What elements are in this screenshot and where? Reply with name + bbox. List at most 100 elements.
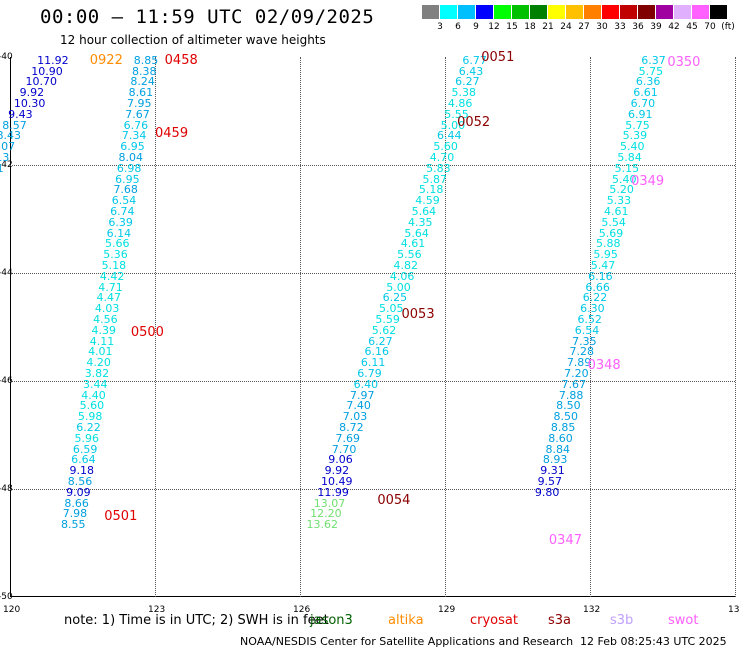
color-swatch <box>602 5 619 19</box>
gridline-lon <box>155 57 156 597</box>
color-scale-label: 18 <box>524 22 536 32</box>
color-scale-unit: (ft) <box>721 22 735 32</box>
wave-height-value: 7.61 <box>0 161 4 175</box>
wave-height-value: 10.30 <box>13 96 46 110</box>
color-swatch <box>530 5 547 19</box>
wave-height-value: 8.93 <box>542 453 568 467</box>
legend-item: swot <box>668 613 699 628</box>
wave-height-value: 6.11 <box>360 356 386 370</box>
wave-height-value: 5.36 <box>103 248 128 262</box>
wave-height-value: 8.72 <box>339 420 364 434</box>
wave-height-value: 6.91 <box>627 107 653 121</box>
wave-height-value: 5.64 <box>404 226 429 240</box>
color-swatch <box>584 5 601 19</box>
wave-height-value: 7.69 <box>335 431 361 445</box>
wave-height-value: 10.49 <box>321 474 353 488</box>
color-swatch <box>440 5 457 19</box>
wave-height-value: 7.67 <box>561 377 587 391</box>
color-scale-label: 21 <box>542 22 554 32</box>
wave-height-value: 4.11 <box>89 334 115 348</box>
wave-height-value: 6.27 <box>455 75 480 89</box>
wave-height-value: 5.15 <box>614 161 640 175</box>
wave-height-value: 6.95 <box>115 172 140 186</box>
color-swatch <box>566 5 583 19</box>
wave-height-value: 6.30 <box>580 302 605 316</box>
wave-height-value: 4.06 <box>389 269 415 283</box>
wave-height-value: 6.64 <box>71 453 96 467</box>
wave-height-value: 5.33 <box>606 194 632 208</box>
lat-tick-label: -46 <box>0 376 13 386</box>
footer-note: note: 1) Time is in UTC; 2) SWH is in fe… <box>64 613 329 628</box>
wave-height-value: 6.79 <box>357 366 382 380</box>
wave-height-value: 9.43 <box>8 107 33 121</box>
wave-height-value: 7.20 <box>564 366 589 380</box>
color-swatch <box>620 5 637 19</box>
wave-height-value: 5.00 <box>386 280 411 294</box>
wave-height-value: 6.61 <box>633 86 658 100</box>
wave-height-value: 5.96 <box>74 431 100 445</box>
wave-height-value: 5.87 <box>422 172 448 186</box>
pass-time-label: 0922 <box>89 52 123 68</box>
color-scale-label: 33 <box>614 22 626 32</box>
wave-height-value: 5.40 <box>612 172 637 186</box>
wave-height-value: 11.99 <box>317 485 349 499</box>
wave-height-value: 3.44 <box>83 377 108 391</box>
wave-height-value: 4.42 <box>99 269 125 283</box>
wave-height-value: 9.92 <box>324 464 350 478</box>
wave-height-value: 5.60 <box>79 399 105 413</box>
wave-height-value: 4.86 <box>447 96 473 110</box>
wave-height-value: 5.00 <box>440 118 466 132</box>
gridline-lat <box>10 165 735 166</box>
wave-height-value: 8.04 <box>118 150 144 164</box>
wave-height-value: 5.18 <box>418 183 444 197</box>
lat-tick-label: -40 <box>0 52 13 62</box>
wave-height-value: 5.59 <box>375 312 400 326</box>
wave-height-value: 5.20 <box>609 183 634 197</box>
wave-height-value: 5.47 <box>590 258 616 272</box>
wave-height-value: 8.24 <box>130 75 155 89</box>
legend-item: cryosat <box>470 613 518 628</box>
map-subtitle: 12 hour collection of altimeter wave hei… <box>60 33 326 47</box>
wave-height-value: 8.13 <box>0 150 10 164</box>
gridline-lon <box>300 57 301 597</box>
wave-height-value: 5.05 <box>379 302 404 316</box>
pass-time-label: 0349 <box>631 174 665 190</box>
wave-height-value: 5.54 <box>601 215 626 229</box>
wave-height-value: 9.80 <box>534 485 560 499</box>
wave-height-value: 8.50 <box>556 399 581 413</box>
wave-height-value: 6.74 <box>110 204 135 218</box>
wave-height-value: 13.07 <box>313 496 346 510</box>
timestamp-text: 12 Feb 08:25:43 UTC 2025 <box>580 635 727 648</box>
wave-height-value: 9.92 <box>19 86 45 100</box>
wave-height-value: 11.92 <box>37 53 69 67</box>
wave-height-value: 5.40 <box>619 140 645 154</box>
wave-height-value: 8.66 <box>64 496 89 510</box>
wave-height-value: 7.97 <box>350 388 375 402</box>
wave-height-value: 8.84 <box>545 442 571 456</box>
wave-height-value: 6.43 <box>458 64 484 78</box>
pass-time-label: 0500 <box>130 325 164 341</box>
wave-height-value: 4.35 <box>408 215 433 229</box>
wave-height-value: 6.54 <box>111 194 137 208</box>
wave-height-value: 8.07 <box>0 140 16 154</box>
color-swatch <box>458 5 475 19</box>
pass-time-label: 0501 <box>104 509 138 524</box>
wave-height-value: 6.36 <box>635 75 661 89</box>
color-swatch <box>512 5 529 19</box>
wave-height-value: 5.60 <box>433 140 458 154</box>
wave-height-value: 4.61 <box>400 237 426 251</box>
wave-height-value: 6.98 <box>116 161 142 175</box>
wave-height-value: 4.82 <box>393 258 419 272</box>
wave-height-value: 4.71 <box>98 280 123 294</box>
lon-tick-label: 126 <box>293 605 311 615</box>
wave-height-value: 6.14 <box>106 226 132 240</box>
wave-height-value: 4.40 <box>81 388 106 402</box>
lon-tick-label: 132 <box>583 605 601 615</box>
wave-height-value: 5.64 <box>411 204 437 218</box>
lat-tick-label: -42 <box>0 160 13 170</box>
pass-time-label: 0052 <box>457 114 491 130</box>
wave-height-value: 4.56 <box>93 312 118 326</box>
color-swatch <box>656 5 673 19</box>
wave-height-value: 4.47 <box>96 291 122 305</box>
color-scale-label: 30 <box>596 22 608 32</box>
